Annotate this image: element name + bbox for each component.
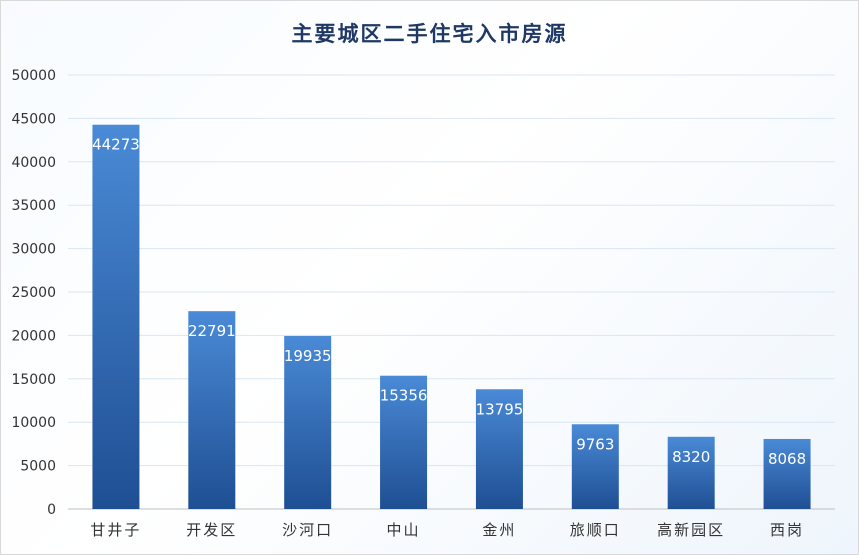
data-label: 8320 (672, 448, 710, 466)
bar (763, 438, 811, 509)
x-tick-label: 甘井子 (90, 521, 141, 539)
gridlines (68, 74, 835, 510)
y-tick-label: 15000 (11, 372, 56, 388)
y-tick-label: 10000 (11, 415, 56, 431)
data-label: 8068 (768, 450, 806, 468)
bar (571, 424, 619, 509)
y-tick-label: 40000 (11, 155, 56, 171)
data-label: 22791 (188, 322, 236, 340)
y-tick-label: 35000 (11, 198, 56, 214)
data-label: 44273 (92, 136, 140, 154)
data-label: 9763 (576, 435, 614, 453)
bar (92, 124, 140, 509)
y-tick-label: 50000 (11, 68, 56, 84)
bar (667, 436, 715, 509)
chart-title: 主要城区二手住宅入市房源 (291, 21, 568, 46)
y-axis: 0 5000 10000 15000 20000 25000 30000 35000 40000… (11, 68, 56, 518)
bar (188, 311, 236, 509)
y-tick-label: 30000 (11, 242, 56, 258)
data-label: 19935 (284, 347, 332, 365)
bar (380, 375, 428, 509)
x-tick-label: 沙河口 (282, 521, 333, 539)
y-tick-label: 0 (47, 502, 56, 518)
y-tick-label: 20000 (11, 328, 56, 344)
y-tick-label: 45000 (11, 111, 56, 127)
x-tick-label: 旅顺口 (570, 521, 621, 539)
x-axis: 甘井子 开发区 沙河口 中山 金州 旅顺口 高新园区 西岗 (90, 521, 804, 539)
y-tick-label: 5000 (20, 459, 56, 475)
bars: 44273 22791 19935 15356 13795 9763 8320 8068 (92, 124, 811, 509)
x-tick-label: 金州 (482, 521, 516, 539)
x-tick-label: 开发区 (186, 521, 237, 539)
x-tick-label: 中山 (387, 521, 421, 539)
data-label: 15356 (380, 387, 428, 405)
data-label: 13795 (476, 400, 524, 418)
y-tick-label: 25000 (11, 285, 56, 301)
x-tick-label: 高新园区 (657, 521, 725, 539)
bar (475, 389, 523, 509)
x-tick-label: 西岗 (770, 521, 804, 539)
bar (284, 335, 332, 509)
